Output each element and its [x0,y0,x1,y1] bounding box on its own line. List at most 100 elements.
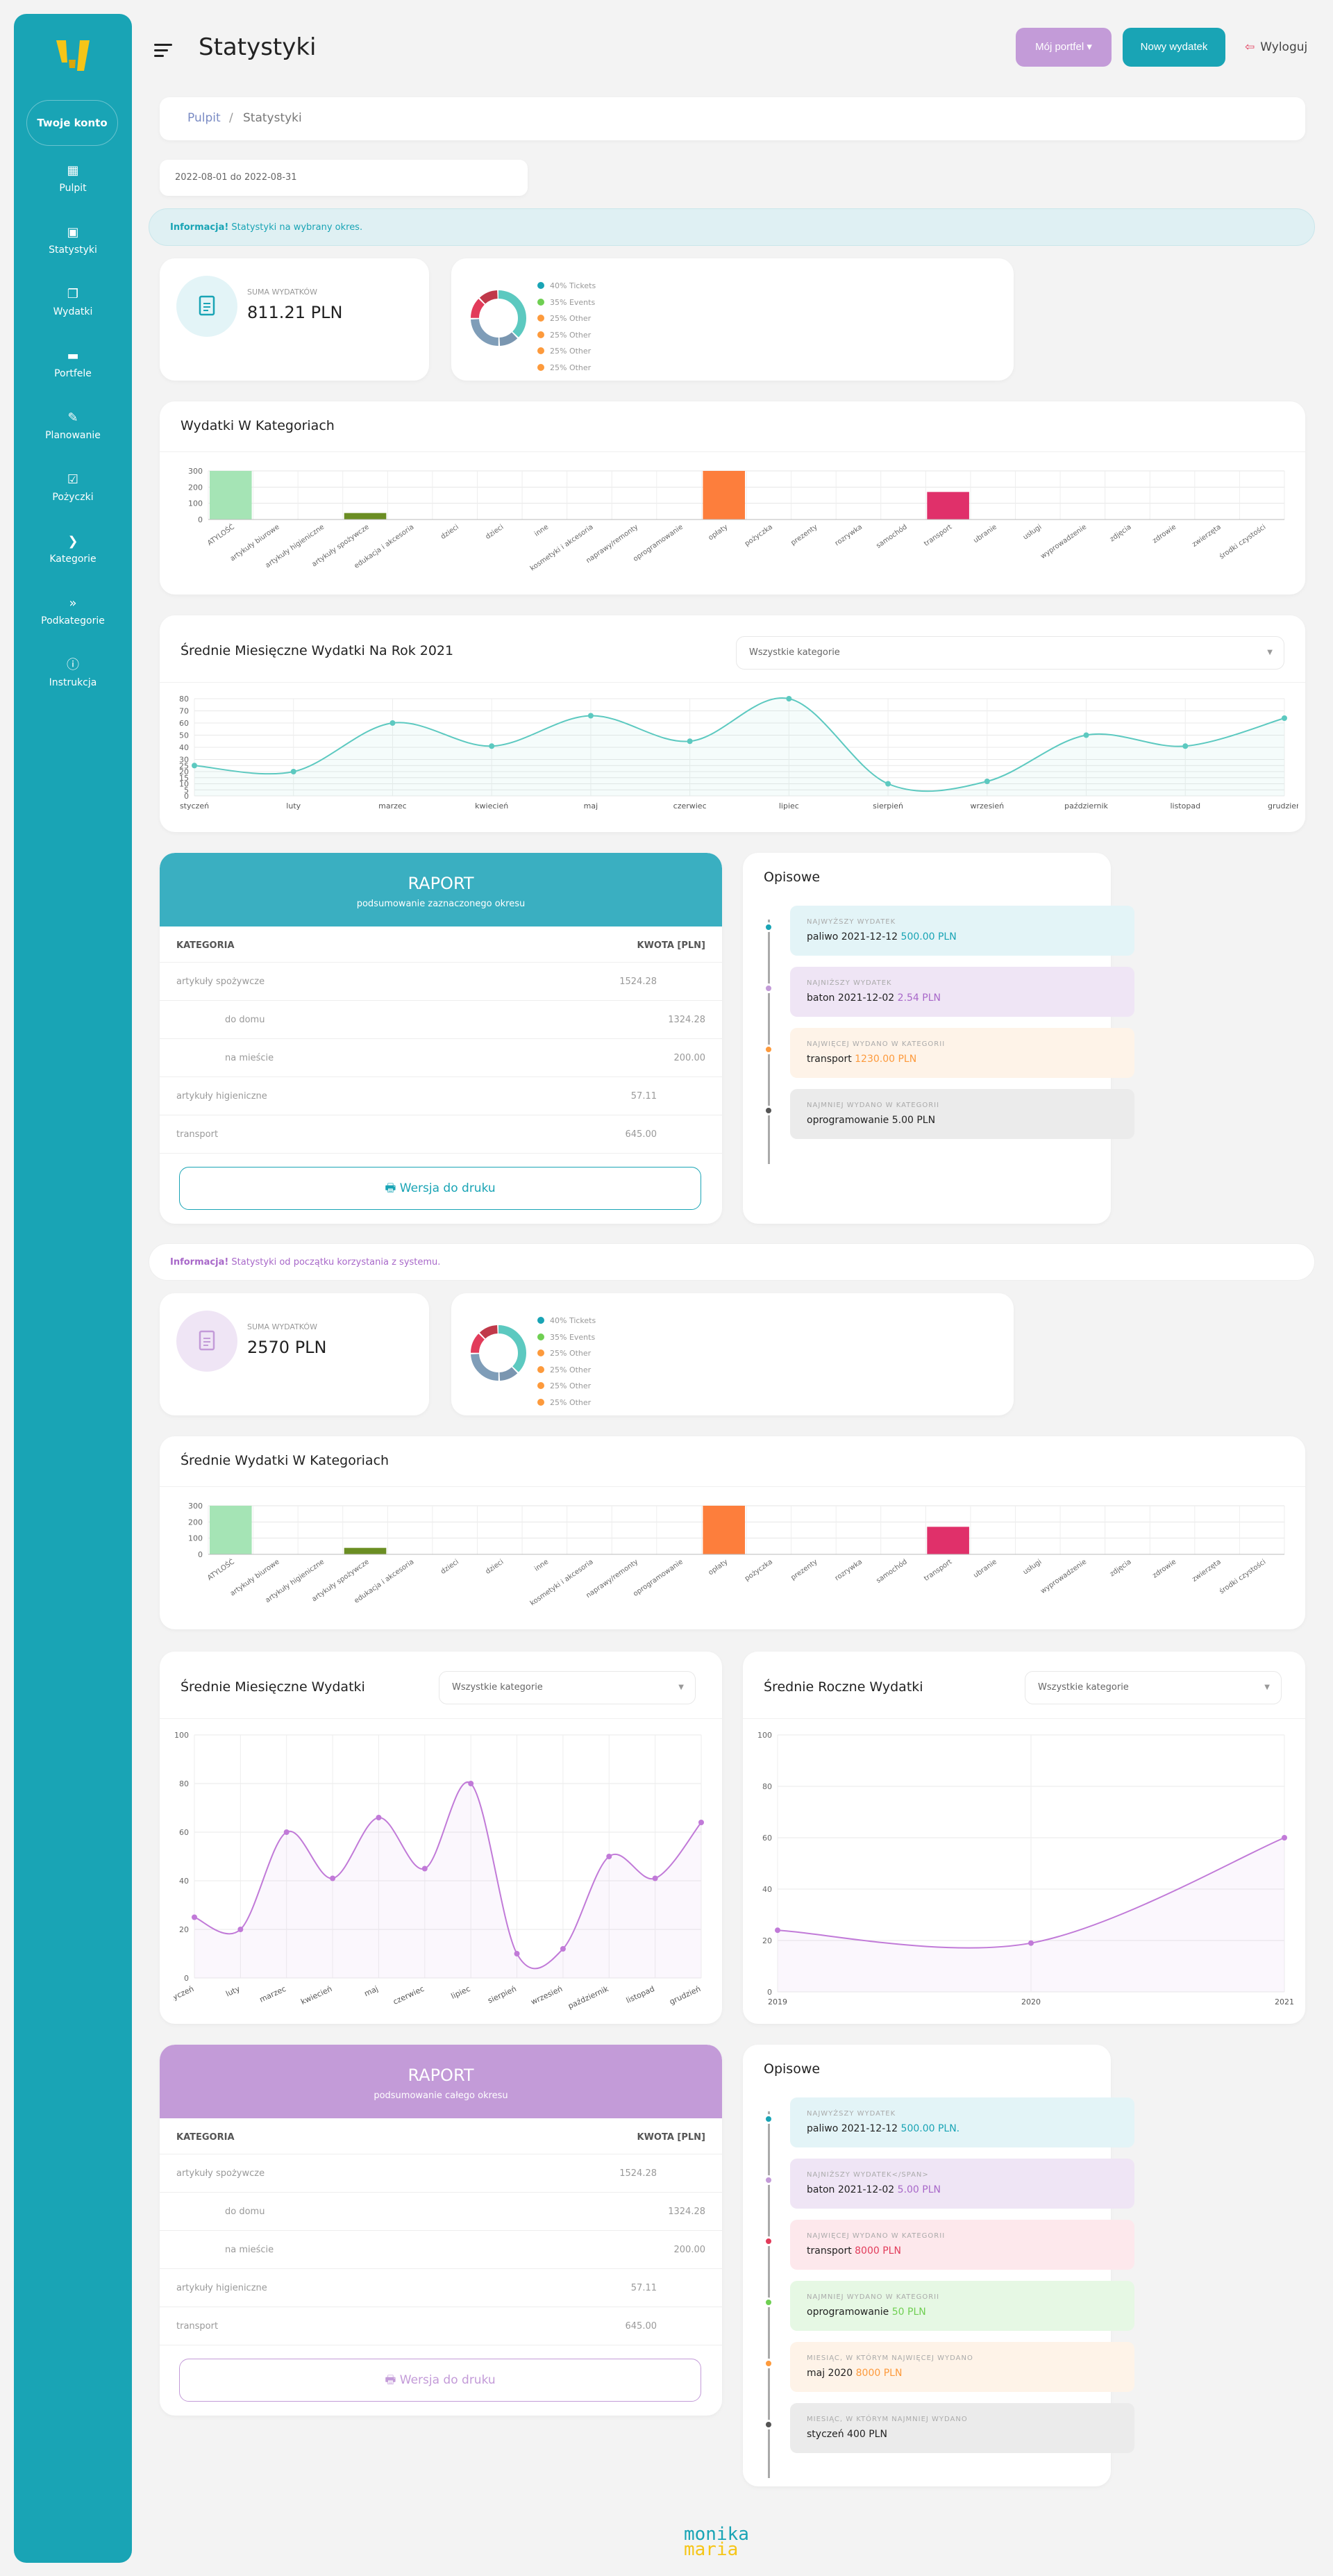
account-button[interactable]: Twoje konto [26,100,118,146]
sidebar-item-label: Statystyki [49,244,97,256]
timeline-dot [764,1045,773,1054]
x-tick-label: kwiecień [299,1984,333,2006]
data-point [514,1951,520,1956]
x-tick-label: lipiec [779,801,799,811]
logo[interactable] [52,35,94,76]
sidebar-item-7[interactable]: » Podkategorie [14,596,132,626]
menu-toggle-icon[interactable] [154,44,172,58]
chart-title: Średnie Wydatki W Kategoriach [181,1453,389,1468]
timeline-dot [764,2359,773,2368]
data-point [192,1914,197,1920]
legend-item: 40% Tickets [537,1313,596,1329]
x-tick-label: styczeń [174,1984,195,2005]
date-range-input[interactable]: 2022-08-01 do 2022-08-31 [160,160,528,196]
x-tick-label: wrzesień [971,801,1005,811]
y-tick-label: 80 [762,1782,772,1791]
wallet-icon: ▬ [67,349,79,363]
sidebar-item-5[interactable]: ☑ Pożyczki [14,472,132,503]
monthly-line-card: Średnie Miesięczne Wydatki Na Rok 2021 W… [160,615,1305,832]
chart-title: Średnie Roczne Wydatki [764,1679,923,1695]
legend-item: 25% Other [537,1395,596,1411]
data-point [1182,743,1189,749]
stat-value: 811.21 PLN [247,303,343,322]
donut-legend: 40% Tickets 35% Events 25% Other 25% Other 2… [537,278,596,376]
breadcrumb-home[interactable]: Pulpit [187,111,221,125]
table-header: KATEGORIA KWOTA [PLN] [160,926,722,963]
sidebar-item-label: Instrukcja [49,677,97,688]
x-tick-label: ubranie [972,523,998,545]
category-bar-card: Wydatki W Kategoriach 0 100 200 300 ATYLOŚĆ a… [160,401,1305,595]
y-tick-label: 0 [184,1974,189,1983]
x-tick-label: dzieci [439,523,460,541]
y-tick-label: 100 [188,1534,203,1543]
x-tick-label: dzieci [439,1558,460,1576]
category-select[interactable]: Wszystkie kategorie ▼ [736,636,1284,670]
chart-title: Średnie Miesięczne Wydatki Na Rok 2021 [181,643,454,658]
legend-item: 25% Other [537,360,596,376]
x-tick-label: prezenty [789,1558,819,1581]
y-tick-label: 80 [179,1779,189,1788]
sidebar-item-4[interactable]: ✎ Planowanie [14,410,132,441]
sidebar-item-8[interactable]: ⓘ Instrukcja [14,658,132,688]
x-tick-label: dzieci [485,1558,505,1576]
y-tick-label: 30 [179,756,189,765]
report-subtitle: podsumowanie całego okresu [374,2091,508,2101]
x-tick-label: marzec [378,801,407,811]
sidebar-item-6[interactable]: ❯ Kategorie [14,534,132,565]
dashboard-icon: ▦ [67,163,79,178]
category-select[interactable]: Wszystkie kategorie ▼ [439,1671,696,1704]
x-tick-label: samochód [875,1558,909,1585]
timeline-item: Najwięcej wydano w kategorii transport 12… [790,1028,1134,1078]
table-row: na mieście 200.00 [160,2231,722,2269]
sidebar-item-1[interactable]: ▣ Statystyki [14,225,132,256]
descriptive-card: Opisowe Najwyższy wydatek paliwo 2021-12-… [743,2045,1134,2486]
x-tick-label: maj [363,1984,380,1998]
print-button[interactable]: 🖶 Wersja do druku [179,2359,701,2402]
x-tick-label: rozrywka [834,523,864,547]
y-tick-label: 0 [198,1550,203,1559]
x-tick-label: listopad [1170,801,1200,811]
legend-item: 25% Other [537,1378,596,1395]
timeline-dot [764,983,773,993]
y-tick-label: 80 [179,695,189,704]
y-tick-label: 15 [179,774,189,783]
x-tick-label: prezenty [789,523,819,547]
line-chart: 0 20 40 60 80 100 2019 2020 2021 [757,1731,1294,2006]
y-tick-label: 20 [762,1936,772,1945]
bar [927,492,969,520]
x-tick-label: zwierzęta [1191,523,1223,548]
legend-item: 35% Events [537,294,596,311]
data-point [489,743,495,749]
sidebar-item-2[interactable]: ❐ Wydatki [14,287,132,317]
data-point [786,696,792,701]
donut-chart [471,290,526,346]
print-button[interactable]: 🖶 Wersja do druku [179,1167,701,1210]
donut-slice [471,290,526,346]
sidebar-item-0[interactable]: ▦ Pulpit [14,163,132,194]
data-point [468,1781,474,1786]
legend-swatch [537,1317,544,1324]
category-select[interactable]: Wszystkie kategorie ▼ [1025,1671,1282,1704]
series-line [194,697,1285,792]
chevron-down-icon: ▼ [1267,649,1273,656]
wallet-dropdown-button[interactable]: Mój portfel ▾ [1016,28,1112,67]
timeline-dot [764,922,773,932]
x-tick-label: zdjęcia [1109,523,1133,543]
bar [703,471,745,520]
timeline-item: Najmniej wydano w kategorii oprogramowani… [790,1089,1134,1139]
sidebar-item-3[interactable]: ▬ Portfele [14,349,132,379]
y-tick-label: 200 [188,1518,203,1527]
legend-swatch [537,298,544,306]
logout-link[interactable]: ⇦ Wyloguj [1245,40,1307,54]
y-tick-label: 40 [179,1877,189,1886]
x-tick-label: pożyczka [744,1558,774,1582]
y-tick-label: 0 [184,792,189,801]
data-point [1282,1835,1287,1840]
new-expense-button[interactable]: Nowy wydatek [1123,28,1225,67]
x-tick-label: czerwiec [673,801,707,811]
x-tick-label: styczeń [180,801,209,811]
x-tick-label: wyprowadzenie [1039,523,1088,560]
donut-chart [471,1325,526,1381]
report-card: RAPORT podsumowanie zaznaczonego okresu … [160,853,722,1224]
